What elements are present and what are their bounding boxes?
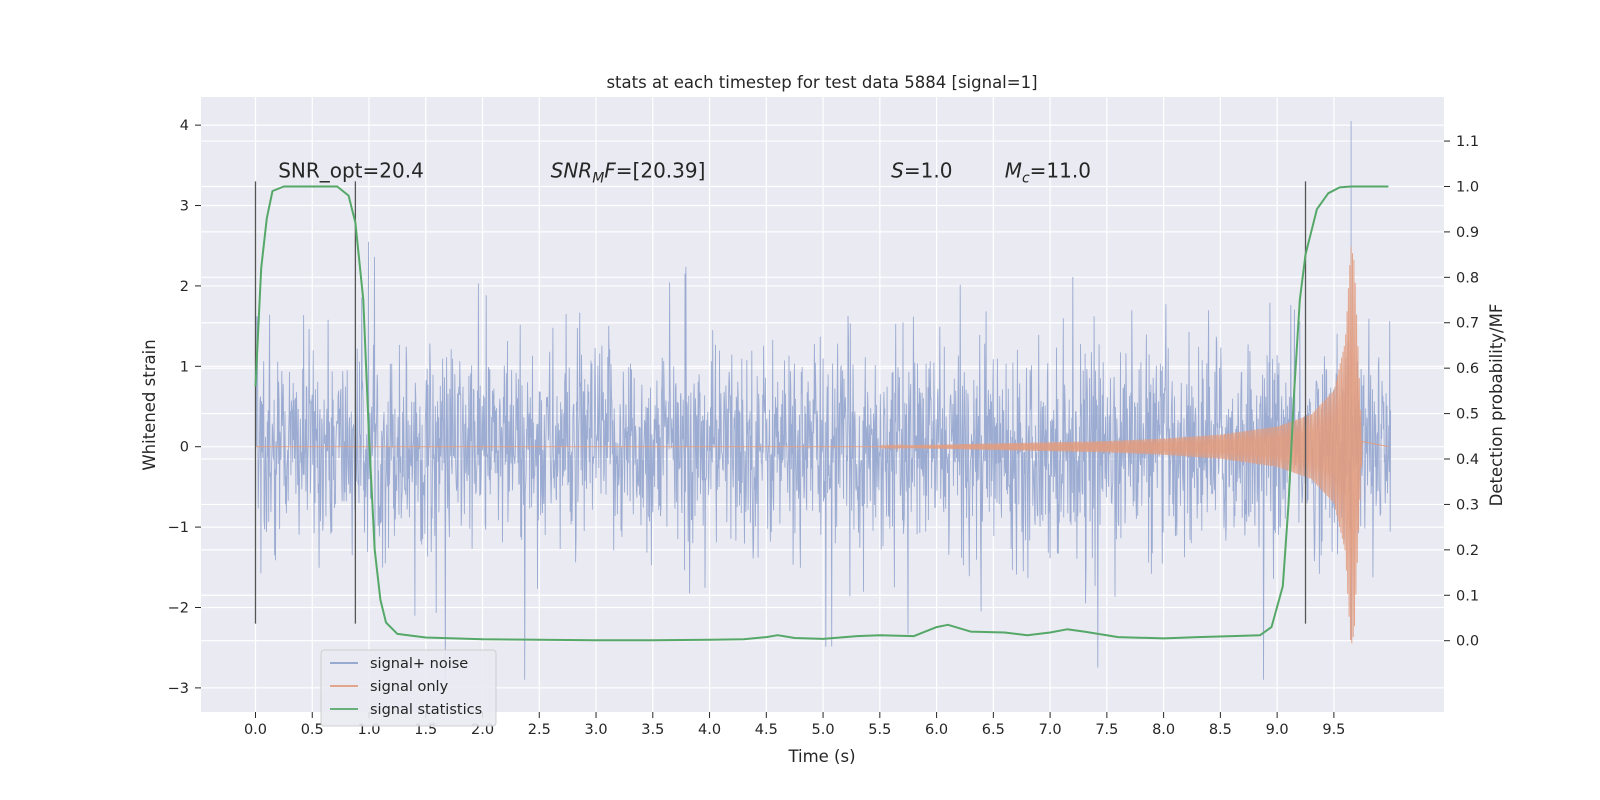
legend-label-noise: signal+ noise bbox=[370, 656, 468, 672]
y2-tick-label: 0.1 bbox=[1456, 588, 1479, 604]
y2-tick-label: 0.7 bbox=[1456, 316, 1479, 332]
y2-tick-label: 0.2 bbox=[1456, 543, 1479, 559]
y2-tick-label: 1.1 bbox=[1456, 134, 1479, 150]
x-tick-label: 2.5 bbox=[528, 722, 551, 738]
x-tick-label: 9.5 bbox=[1322, 722, 1345, 738]
y2-tick-label: 0.3 bbox=[1456, 497, 1479, 513]
x-axis-label: Time (s) bbox=[787, 747, 855, 766]
x-tick-label: 3.0 bbox=[585, 722, 608, 738]
legend: signal+ noise signal only signal statist… bbox=[320, 649, 497, 727]
x-tick-label: 6.5 bbox=[982, 722, 1005, 738]
y2-tick-label: 0.6 bbox=[1456, 361, 1479, 377]
annotation-text: SNR_opt=20.4 bbox=[278, 158, 424, 182]
y2-tick-label: 0.9 bbox=[1456, 225, 1479, 241]
grid-lines bbox=[201, 97, 1444, 712]
y-tick-label: 4 bbox=[180, 118, 189, 134]
legend-label-signal: signal only bbox=[370, 679, 449, 695]
y-tick-label: 3 bbox=[180, 199, 189, 215]
annotations: SNR_opt=20.4 SNRMF=[20.39] S=1.0 Mc=11.0 bbox=[278, 158, 1091, 186]
x-tick-label: 6.0 bbox=[925, 722, 948, 738]
y-tick-label: 1 bbox=[180, 359, 189, 375]
x-tick-label: 5.5 bbox=[868, 722, 891, 738]
x-tick-label: 5.0 bbox=[812, 722, 835, 738]
y-tick-label: −1 bbox=[168, 520, 189, 536]
x-tick-label: 8.0 bbox=[1152, 722, 1175, 738]
y2-tick-label: 0.5 bbox=[1456, 407, 1479, 423]
y2-tick-label: 1.0 bbox=[1456, 179, 1479, 195]
y2-axis-label: Detection probability/MF bbox=[1487, 304, 1506, 507]
x-tick-label: 0.5 bbox=[301, 722, 324, 738]
signal-statistics-line bbox=[254, 185, 1389, 642]
y-axis-label: Whitened strain bbox=[140, 339, 159, 470]
y-tick-label: 0 bbox=[180, 440, 189, 456]
signal-noise-line bbox=[255, 121, 1392, 680]
chart-title: stats at each timestep for test data 588… bbox=[606, 73, 1037, 92]
x-tick-label: 7.5 bbox=[1095, 722, 1118, 738]
x-tick-label: 4.5 bbox=[755, 722, 778, 738]
legend-box bbox=[320, 649, 497, 727]
y-tick-label: −2 bbox=[168, 600, 189, 616]
annotation-text: S=1.0 bbox=[891, 158, 952, 182]
y-tick-label: 2 bbox=[180, 279, 189, 295]
y2-tick-label: 0.4 bbox=[1456, 452, 1479, 468]
axis-ticks: 0.0 0.5 1.0 1.5 2.0 2.5 3.0 3.5 4.0 4.5 5.0 5.5 6.0 6… bbox=[168, 118, 1479, 738]
x-tick-label: 9.0 bbox=[1266, 722, 1289, 738]
x-tick-label: 4.0 bbox=[698, 722, 721, 738]
annotation-text: SNRMF=[20.39] bbox=[551, 158, 706, 186]
legend-label-stats: signal statistics bbox=[370, 702, 482, 718]
signal-only-line bbox=[255, 246, 1389, 644]
annotation-text: Mc=11.0 bbox=[1005, 158, 1091, 186]
x-tick-label: 3.5 bbox=[641, 722, 664, 738]
plot-series bbox=[254, 121, 1392, 680]
y-tick-label: −3 bbox=[168, 681, 189, 697]
y2-tick-label: 0.8 bbox=[1456, 270, 1479, 286]
x-tick-label: 7.0 bbox=[1039, 722, 1062, 738]
x-tick-label: 8.5 bbox=[1209, 722, 1232, 738]
y2-tick-label: 0.0 bbox=[1456, 634, 1479, 650]
x-tick-label: 0.0 bbox=[244, 722, 267, 738]
